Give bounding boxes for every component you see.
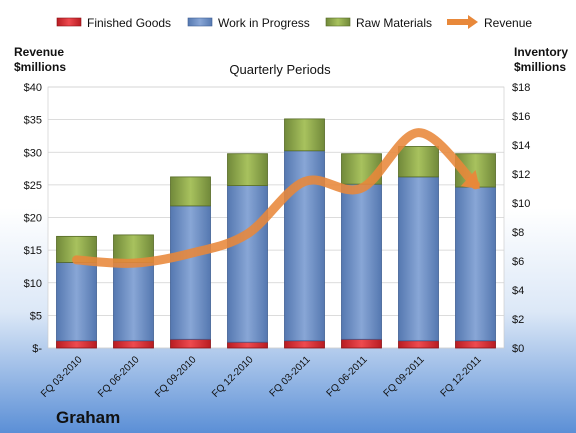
bar-raw-materials xyxy=(398,146,439,178)
right-tick-label: $6 xyxy=(512,256,524,268)
right-tick-label: $18 xyxy=(512,82,530,94)
legend-label-revenue: Revenue xyxy=(484,16,532,30)
legend-label-finished-goods: Finished Goods xyxy=(87,16,171,30)
bars xyxy=(56,118,496,349)
right-tick-label: $14 xyxy=(512,140,530,152)
bar-raw-materials xyxy=(170,176,211,207)
left-axis-title-line1: Revenue xyxy=(14,45,64,59)
right-tick-label: $16 xyxy=(512,111,530,123)
legend-item-finished-goods[interactable]: Finished Goods xyxy=(56,16,171,30)
legend: Finished Goods Work in Progress Raw Mate… xyxy=(56,15,532,30)
x-tick-label: FQ 09-2010 xyxy=(153,354,199,400)
bar-work-in-progress xyxy=(341,183,382,340)
left-tick-label: $10 xyxy=(24,278,42,290)
legend-swatch-raw-materials xyxy=(325,17,351,27)
legend-item-raw-materials[interactable]: Raw Materials xyxy=(325,16,432,30)
bar-finished-goods xyxy=(455,340,496,349)
company-name: Graham xyxy=(56,408,120,427)
x-tick-label: FQ 03-2011 xyxy=(268,354,313,399)
x-tick-label: FQ 12-2010 xyxy=(210,354,256,400)
chart-title: Quarterly Periods xyxy=(229,62,331,77)
x-axis-ticks: FQ 03-2010 FQ 06-2010 FQ 09-2010 FQ 12-2010… xyxy=(39,354,484,400)
right-tick-label: $2 xyxy=(512,314,524,326)
legend-label-raw-materials: Raw Materials xyxy=(356,16,432,30)
bar-finished-goods xyxy=(227,341,268,349)
left-axis-title-line2: $millions xyxy=(14,60,66,74)
bar-work-in-progress xyxy=(170,205,211,340)
bar-finished-goods xyxy=(341,338,382,349)
revenue-line xyxy=(72,128,480,268)
bar-work-in-progress xyxy=(398,176,439,342)
right-tick-label: $10 xyxy=(512,198,530,210)
left-tick-label: $25 xyxy=(24,180,42,192)
left-tick-label: $35 xyxy=(24,115,42,127)
x-tick-label: FQ 03-2010 xyxy=(39,354,85,400)
bar-work-in-progress xyxy=(227,185,268,343)
legend-swatch-finished-goods xyxy=(56,17,82,27)
right-axis-ticks: $0 $2 $4 $6 $8 $10 $12 $14 $16 $18 xyxy=(512,82,530,355)
left-tick-label: $- xyxy=(32,343,42,355)
legend-item-revenue[interactable]: Revenue xyxy=(447,15,532,30)
left-tick-label: $20 xyxy=(24,213,42,225)
bar-finished-goods xyxy=(284,340,325,349)
bar-raw-materials xyxy=(227,153,268,186)
legend-label-work-in-progress: Work in Progress xyxy=(218,16,310,30)
right-axis-title-line1: Inventory xyxy=(514,45,568,59)
x-tick-label: FQ 09-2011 xyxy=(382,354,427,399)
revenue-arrowhead xyxy=(460,170,480,189)
x-tick-label: FQ 12-2011 xyxy=(439,354,484,399)
bar-work-in-progress xyxy=(56,262,97,342)
right-tick-label: $4 xyxy=(512,285,524,297)
bar-work-in-progress xyxy=(113,262,154,342)
x-tick-label: FQ 06-2011 xyxy=(325,354,370,399)
bar-finished-goods xyxy=(56,340,97,349)
bar-finished-goods xyxy=(170,338,211,349)
x-tick-label: FQ 06-2010 xyxy=(96,354,142,400)
right-tick-label: $12 xyxy=(512,169,530,181)
left-tick-label: $30 xyxy=(24,147,42,159)
right-axis-title-line2: $millions xyxy=(514,60,566,74)
bar-work-in-progress xyxy=(455,186,496,342)
left-tick-label: $15 xyxy=(24,245,42,257)
legend-swatch-work-in-progress xyxy=(187,17,213,27)
left-axis-ticks: $- $5 $10 $15 $20 $25 $30 $35 $40 xyxy=(24,82,43,355)
bar-finished-goods xyxy=(398,340,439,349)
left-tick-label: $5 xyxy=(30,310,42,322)
revenue-line-layer xyxy=(72,128,480,268)
left-tick-label: $40 xyxy=(24,82,42,94)
right-tick-label: $8 xyxy=(512,227,524,239)
right-tick-label: $0 xyxy=(512,343,524,355)
bar-finished-goods xyxy=(113,340,154,349)
legend-item-work-in-progress[interactable]: Work in Progress xyxy=(187,16,310,30)
legend-arrowhead-revenue xyxy=(468,15,478,29)
bar-raw-materials xyxy=(284,118,325,152)
